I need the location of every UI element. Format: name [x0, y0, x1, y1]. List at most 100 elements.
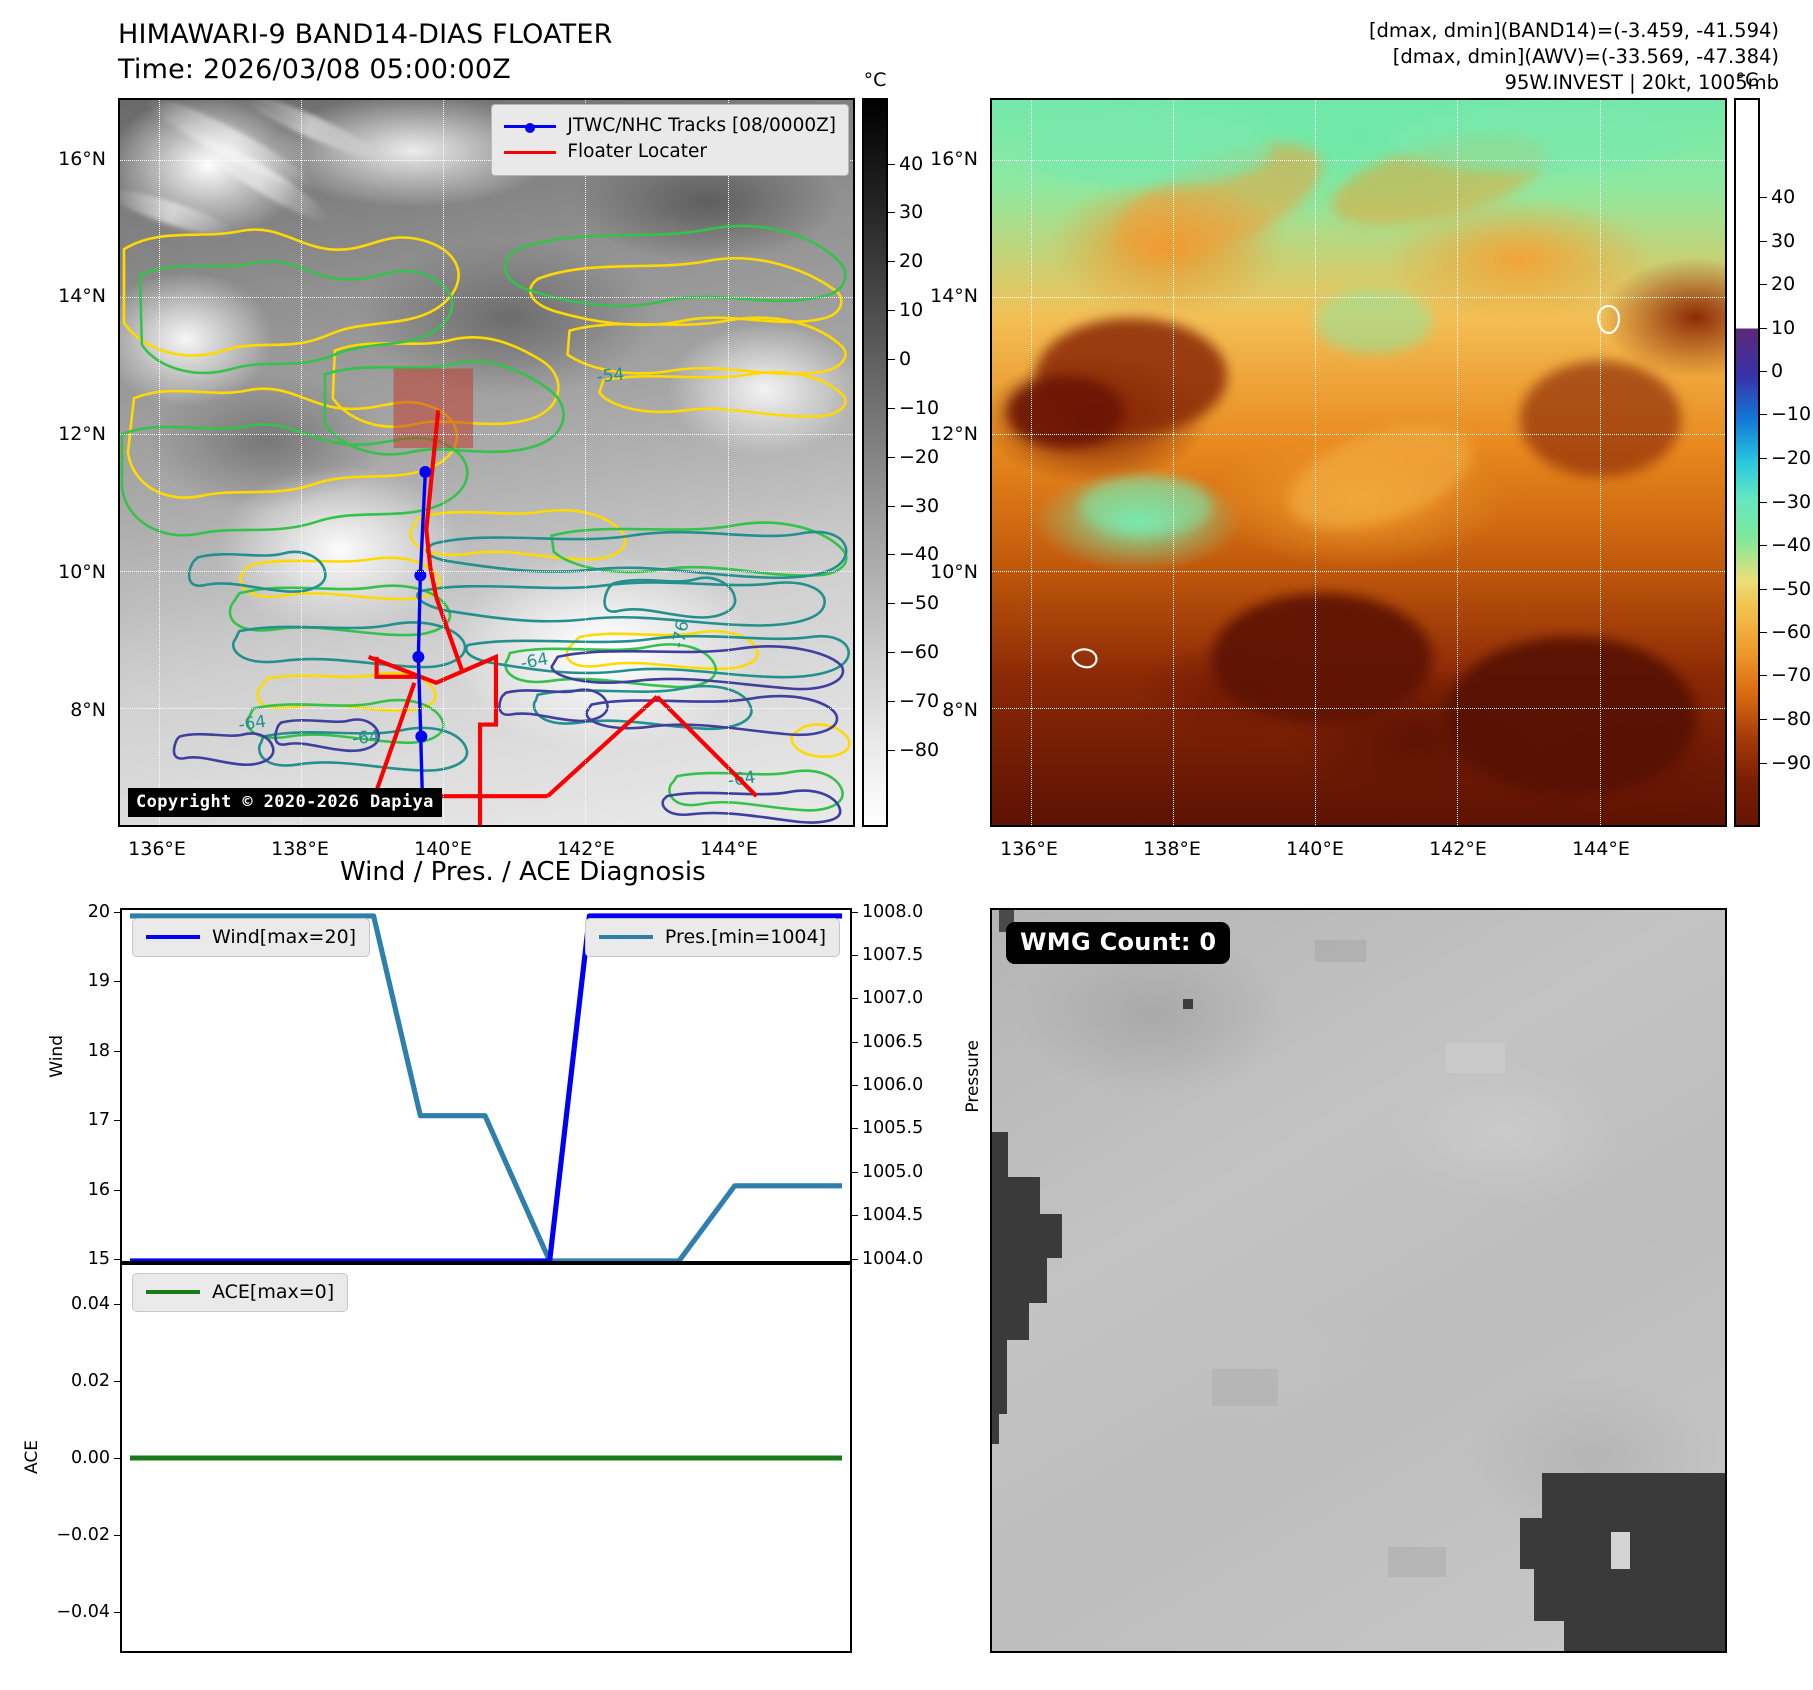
awv-colorbar: °C 40 30 20 10 0 −10 −20 −30 −40 −50 −60… [1734, 69, 1811, 827]
awv-lat-tick: 12°N [930, 423, 978, 446]
wind-tick: 17 [87, 1110, 110, 1131]
ir-cb-tick: −20 [899, 445, 940, 468]
ace-line-swatch [146, 1290, 200, 1294]
ir-imagery [120, 100, 853, 825]
copyright-notice: Copyright © 2020-2026 Dapiya [128, 788, 442, 817]
ace-tick: −0.02 [56, 1525, 110, 1546]
ir-colorbar: °C 40 30 20 10 0 −10 −20 −30 −40 −50 −60… [862, 69, 939, 827]
svg-text:-64: -64 [237, 711, 267, 735]
ir-cb-tick: 10 [899, 299, 924, 322]
ir-contours: -64 -64 -64 -64 -54 -76 [120, 224, 851, 824]
awv-colorbar-unit: °C [1735, 69, 1759, 91]
awv-lat-tick: 10°N [930, 560, 978, 583]
wind-legend[interactable]: Wind[max=20] [132, 918, 371, 957]
wind-tick: 20 [87, 901, 110, 922]
ace-tick: 0.02 [71, 1370, 110, 1391]
awv-lon-tick: 144°E [1572, 838, 1630, 860]
ir-cb-tick: −70 [899, 689, 940, 712]
wind-tick: 16 [87, 1179, 110, 1200]
page-title: HIMAWARI-9 BAND14-DIAS FLOATER Time: 202… [118, 18, 613, 87]
awv-cb-tick: 20 [1771, 272, 1796, 295]
ir-cb-tick: 40 [899, 152, 924, 175]
ace-tick: −0.04 [56, 1602, 110, 1623]
ir-colorbar-unit: °C [863, 69, 887, 91]
jtwc-track-overlay [412, 465, 432, 803]
ace-chart[interactable]: ACE[max=0] 0.04 0.02 0.00 −0.02 −0.04 [56, 1263, 852, 1653]
pressure-tick: 1006.0 [862, 1075, 924, 1096]
ir-lon-tick: 142°E [557, 838, 615, 860]
awv-cb-tick: −80 [1771, 708, 1812, 731]
ir-cb-tick: 30 [899, 201, 924, 224]
ace-tick: 0.04 [71, 1293, 110, 1314]
legend-label-tracks: JTWC/NHC Tracks [08/0000Z] [567, 115, 836, 136]
ir-cb-tick: 20 [899, 250, 924, 273]
awv-cb-tick: 40 [1771, 186, 1796, 209]
awv-satellite-map[interactable] [990, 98, 1727, 827]
awv-cb-tick: −60 [1771, 621, 1812, 644]
legend-row-floater: Floater Locater [504, 139, 836, 165]
ir-cb-tick: 0 [899, 347, 912, 370]
track-legend[interactable]: JTWC/NHC Tracks [08/0000Z] Floater Locat… [491, 104, 849, 176]
awv-lat-tick: 14°N [930, 285, 978, 308]
awv-cb-tick: −30 [1771, 490, 1812, 513]
pressure-legend-label: Pres.[min=1004] [664, 926, 826, 948]
pressure-tick: 1005.5 [862, 1118, 924, 1139]
ir-satellite-map[interactable]: -64 -64 -64 -64 -54 -76 [118, 98, 855, 827]
awv-cb-tick: −40 [1771, 533, 1812, 556]
pressure-tick: 1005.0 [862, 1161, 924, 1182]
title-time: Time: 2026/03/08 05:00:00Z [118, 53, 511, 85]
awv-lon-tick: 136°E [1000, 838, 1058, 860]
pressure-tick: 1004.5 [862, 1205, 924, 1226]
track-line-swatch [504, 122, 557, 133]
meta-storm: 95W.INVEST | 20kt, 1005mb [1504, 70, 1779, 94]
awv-cb-tick: 30 [1771, 229, 1796, 252]
wind-line-swatch [146, 935, 200, 939]
svg-text:-64: -64 [519, 648, 550, 672]
metadata-block: [dmax, dmin](BAND14)=(-3.459, -41.594) [… [1369, 18, 1779, 96]
ir-lat-tick: 16°N [58, 147, 106, 170]
ir-cb-tick: −30 [899, 494, 940, 517]
wind-pressure-plot [129, 913, 843, 1261]
ir-cb-tick: −60 [899, 641, 940, 664]
ace-plot [129, 1455, 843, 1461]
meta-band14: [dmax, dmin](BAND14)=(-3.459, -41.594) [1368, 19, 1779, 42]
awv-cb-tick: −10 [1771, 403, 1812, 426]
awv-cb-tick: −90 [1771, 751, 1812, 774]
wind-tick: 18 [87, 1040, 110, 1061]
wmg-panel[interactable]: WMG Count: 0 [990, 908, 1727, 1653]
awv-cb-tick: −50 [1771, 577, 1812, 600]
legend-row-tracks: JTWC/NHC Tracks [08/0000Z] [504, 113, 836, 139]
ace-legend-label: ACE[max=0] [212, 1281, 335, 1303]
title-text: HIMAWARI-9 BAND14-DIAS FLOATER [118, 19, 613, 50]
ir-lat-tick: 10°N [58, 560, 106, 583]
wind-tick: 19 [87, 971, 110, 992]
pressure-tick: 1007.5 [862, 944, 924, 965]
ir-cb-tick: −80 [899, 738, 940, 761]
awv-cb-tick: 10 [1771, 316, 1796, 339]
pressure-axis-label: Pressure [963, 1040, 983, 1113]
awv-lon-tick: 140°E [1286, 838, 1344, 860]
meta-awv: [dmax, dmin](AWV)=(-33.569, -47.384) [1392, 44, 1779, 68]
ir-lat-tick: 12°N [58, 423, 106, 446]
ir-lon-tick: 136°E [128, 838, 186, 860]
pressure-legend[interactable]: Pres.[min=1004] [584, 918, 840, 957]
wmg-count-badge: WMG Count: 0 [1006, 922, 1231, 964]
awv-cb-tick: −70 [1771, 664, 1812, 687]
pressure-line-swatch [598, 935, 653, 939]
ace-legend[interactable]: ACE[max=0] [132, 1273, 349, 1312]
ir-cb-tick: −50 [899, 592, 940, 615]
wind-tick: 15 [87, 1249, 110, 1270]
awv-lat-tick: 16°N [930, 147, 978, 170]
awv-lon-tick: 142°E [1429, 838, 1487, 860]
wind-axis-label: Wind [47, 1035, 67, 1078]
awv-lat-tick: 8°N [942, 698, 978, 721]
svg-text:-54: -54 [596, 364, 626, 387]
ir-lon-tick: 144°E [700, 838, 758, 860]
wind-legend-label: Wind[max=20] [212, 926, 357, 948]
wind-pressure-chart[interactable]: Wind[max=20] Pres.[min=1004] 20 19 18 17… [88, 902, 924, 1269]
ace-tick: 0.00 [71, 1448, 110, 1468]
legend-label-floater: Floater Locater [567, 141, 707, 163]
ace-axis-label: ACE [22, 1440, 42, 1474]
awv-coastlines [1071, 304, 1621, 669]
